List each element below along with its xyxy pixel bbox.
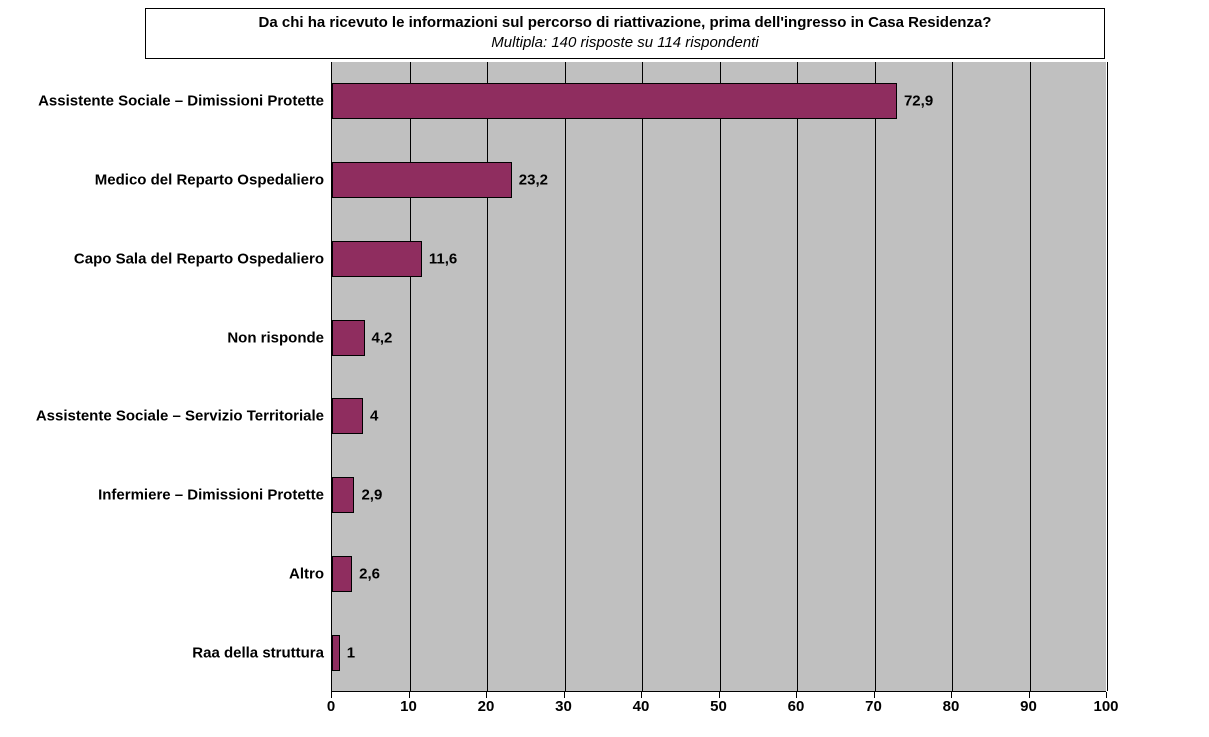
x-tick-label: 100 — [1093, 698, 1118, 715]
x-tick-label: 80 — [943, 698, 960, 715]
chart-subtitle: Multipla: 140 risposte su 114 rispondent… — [154, 33, 1096, 53]
category-label: Altro — [4, 565, 324, 582]
category-label: Assistente Sociale – Dimissioni Protette — [4, 93, 324, 110]
bar-value-label: 2,6 — [359, 565, 380, 582]
bar-value-label: 23,2 — [519, 172, 548, 189]
category-label: Assistente Sociale – Servizio Territoria… — [4, 408, 324, 425]
bar-value-label: 4 — [370, 408, 378, 425]
chart-title: Da chi ha ricevuto le informazioni sul p… — [154, 13, 1096, 33]
bar-value-label: 2,9 — [361, 487, 382, 504]
gridline — [1030, 62, 1031, 691]
bar — [332, 556, 352, 592]
x-tick-label: 40 — [633, 698, 650, 715]
x-tick-label: 60 — [788, 698, 805, 715]
bar — [332, 477, 354, 513]
category-label: Non risponde — [4, 329, 324, 346]
x-tick-label: 70 — [865, 698, 882, 715]
bar — [332, 635, 340, 671]
gridline — [797, 62, 798, 691]
bar — [332, 398, 363, 434]
bar-value-label: 4,2 — [372, 329, 393, 346]
x-tick-label: 20 — [478, 698, 495, 715]
gridline — [487, 62, 488, 691]
category-label: Infermiere – Dimissioni Protette — [4, 487, 324, 504]
bar-value-label: 72,9 — [904, 93, 933, 110]
gridline — [642, 62, 643, 691]
category-label: Capo Sala del Reparto Ospedaliero — [4, 250, 324, 267]
chart-title-box: Da chi ha ricevuto le informazioni sul p… — [145, 8, 1105, 59]
gridline — [952, 62, 953, 691]
bar-value-label: 11,6 — [429, 250, 457, 267]
gridline — [565, 62, 566, 691]
x-tick-label: 0 — [327, 698, 335, 715]
gridline — [720, 62, 721, 691]
chart-container: Da chi ha ricevuto le informazioni sul p… — [0, 0, 1209, 737]
bar — [332, 162, 512, 198]
plot-area — [331, 62, 1106, 692]
bar — [332, 320, 365, 356]
bar — [332, 241, 422, 277]
x-tick-label: 50 — [710, 698, 727, 715]
category-label: Raa della struttura — [4, 644, 324, 661]
gridline — [875, 62, 876, 691]
gridline — [410, 62, 411, 691]
category-label: Medico del Reparto Ospedaliero — [4, 172, 324, 189]
x-tick-label: 90 — [1020, 698, 1037, 715]
x-tick-label: 10 — [400, 698, 417, 715]
x-tick-label: 30 — [555, 698, 572, 715]
bar-value-label: 1 — [347, 644, 355, 661]
gridline — [1107, 62, 1108, 691]
bar — [332, 83, 897, 119]
